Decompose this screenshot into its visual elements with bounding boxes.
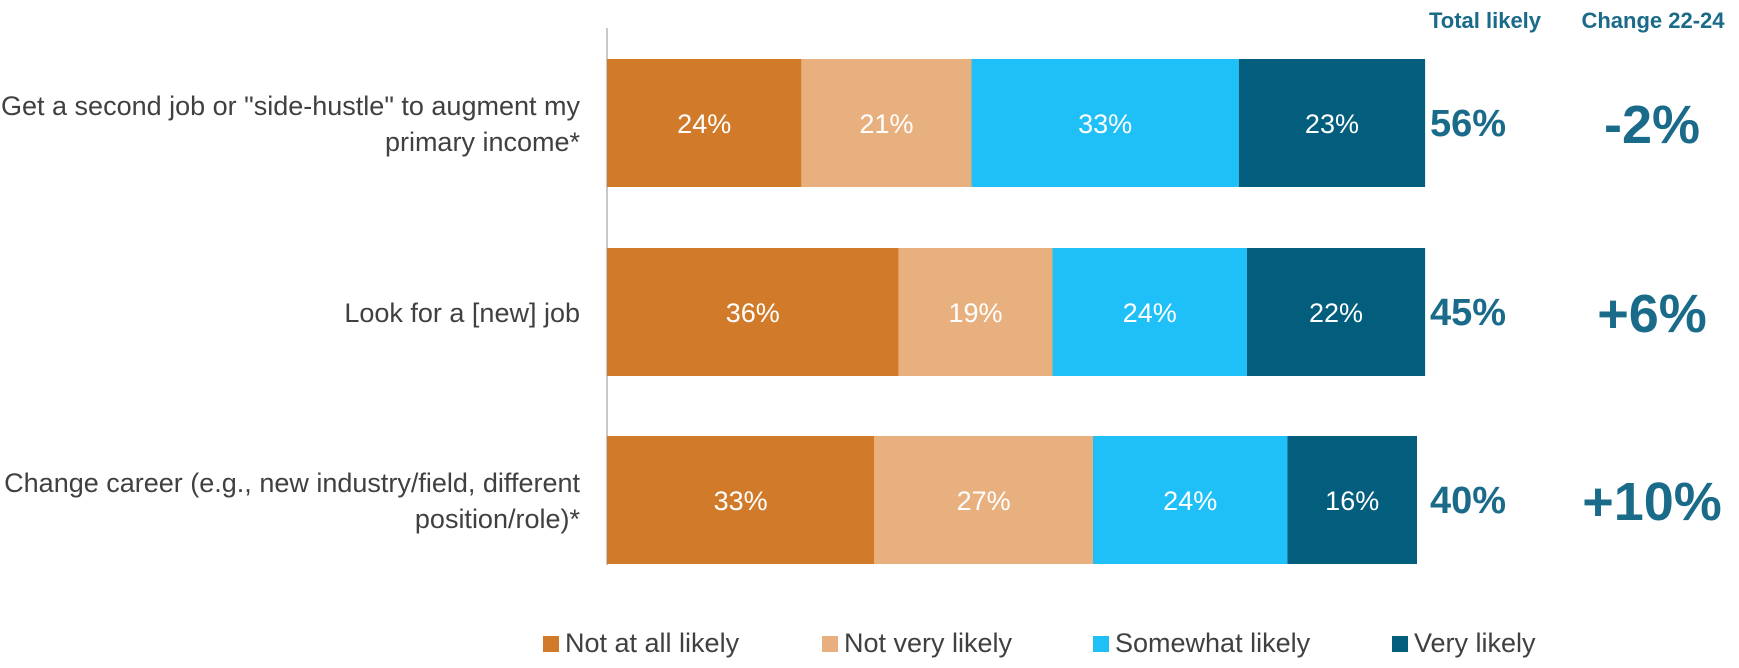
bar-data-label: 33% [1078, 109, 1132, 139]
category-label: Look for a [new] job [344, 298, 580, 328]
legend-item-somewhat-likely: Somewhat likely [1093, 628, 1310, 659]
change-value: +10% [1582, 472, 1722, 532]
category-label: position/role)* [415, 504, 581, 534]
bar-segment-somewhat-likely [1052, 248, 1247, 376]
total-likely-value: 45% [1430, 292, 1506, 334]
column-header-change: Change 22-24 [1581, 8, 1725, 33]
change-value: +6% [1597, 284, 1707, 344]
legend-label: Somewhat likely [1115, 628, 1311, 658]
legend-swatch [543, 635, 559, 652]
category-label: Change career (e.g., new industry/field,… [4, 468, 580, 498]
bar-segment-not-very-likely [874, 436, 1093, 564]
bar-data-label: 24% [677, 109, 731, 139]
column-header-total-likely: Total likely [1428, 8, 1542, 33]
legend-swatch [1392, 635, 1408, 652]
category-label: Get a second job or "side-hustle" to aug… [1, 91, 580, 121]
bar-data-label: 33% [714, 486, 768, 516]
bar-segment-somewhat-likely [971, 59, 1239, 187]
legend-item-not-at-all-likely: Not at all likely [543, 628, 739, 659]
bar-data-label: 27% [957, 486, 1011, 516]
bar-segment-not-very-likely [898, 248, 1053, 376]
total-likely-value: 56% [1430, 103, 1506, 145]
legend-label: Not at all likely [565, 628, 740, 658]
bar-segment-not-at-all-likely [607, 59, 802, 187]
legend-label: Not very likely [844, 628, 1013, 658]
total-likely-value: 40% [1430, 480, 1506, 522]
bar-data-label: 22% [1309, 298, 1363, 328]
bar-segment-not-very-likely [801, 59, 972, 187]
bar-segment-somewhat-likely [1093, 436, 1288, 564]
bar-segment-very-likely [1246, 248, 1426, 376]
bar-data-label: 23% [1305, 109, 1359, 139]
bar-segment-very-likely [1238, 59, 1426, 187]
bar-data-label: 19% [949, 298, 1003, 328]
bar-segment-very-likely [1287, 436, 1417, 564]
bar-data-label: 36% [726, 298, 780, 328]
legend-item-not-very-likely: Not very likely [822, 628, 1012, 659]
category-label: primary income* [385, 127, 581, 157]
bar-segment-not-at-all-likely [607, 248, 899, 376]
bar-segment-not-at-all-likely [607, 436, 875, 564]
bar-data-label: 21% [859, 109, 913, 139]
bar-data-label: 16% [1325, 486, 1379, 516]
legend-swatch [1093, 635, 1109, 652]
legend-item-very-likely: Very likely [1392, 628, 1536, 659]
legend-swatch [822, 635, 838, 652]
change-value: -2% [1604, 95, 1700, 155]
chart-legend: Not at all likely Not very likely Somewh… [0, 628, 1739, 668]
bar-data-label: 24% [1123, 298, 1177, 328]
legend-label: Very likely [1414, 628, 1536, 658]
bar-data-label: 24% [1163, 486, 1217, 516]
